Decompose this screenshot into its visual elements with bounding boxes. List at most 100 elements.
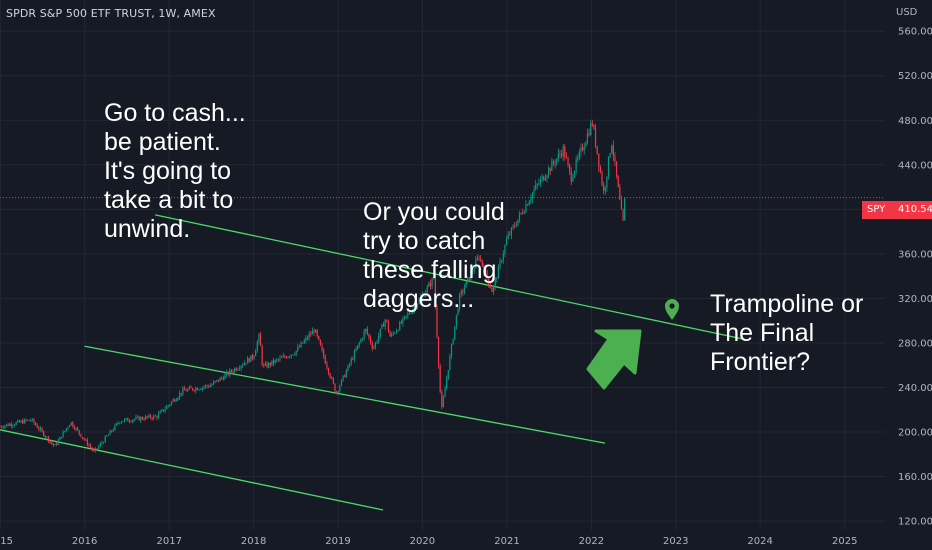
- candle: [450, 343, 453, 359]
- candle-body: [444, 388, 446, 398]
- candle-body: [489, 284, 491, 289]
- candle-body: [120, 421, 122, 423]
- candle: [59, 436, 61, 441]
- candle: [546, 174, 548, 183]
- candle-body: [46, 436, 48, 438]
- candle-body: [433, 278, 435, 280]
- candle: [187, 388, 189, 392]
- candle-body: [162, 409, 165, 412]
- candle: [85, 438, 87, 441]
- candle: [378, 332, 380, 344]
- candle: [412, 308, 414, 315]
- candle-body: [303, 340, 305, 344]
- candle: [365, 328, 367, 335]
- candle-body: [62, 431, 64, 438]
- candle-body: [384, 319, 386, 327]
- candle: [298, 344, 300, 348]
- candle: [93, 448, 95, 452]
- candle: [73, 424, 76, 431]
- candle: [174, 398, 176, 403]
- candle: [425, 289, 427, 298]
- time-tick-label: 2020: [410, 536, 435, 547]
- candle-body: [361, 338, 364, 340]
- candle-body: [387, 321, 390, 332]
- candle-body: [306, 337, 309, 339]
- candle: [455, 314, 457, 330]
- candle-body: [170, 401, 173, 405]
- candle-body: [619, 187, 621, 200]
- candle: [323, 348, 325, 359]
- candle: [324, 354, 326, 365]
- candle: [23, 418, 25, 425]
- candle-body: [497, 266, 500, 279]
- candle: [91, 446, 93, 452]
- candle: [238, 365, 241, 372]
- candle: [431, 276, 433, 290]
- candle-body: [35, 422, 37, 426]
- candle: [107, 433, 110, 436]
- candle: [62, 429, 64, 438]
- candle: [342, 375, 344, 383]
- candle-body: [198, 389, 200, 391]
- candle: [22, 418, 24, 425]
- price-tick-label: 360.00: [898, 249, 932, 260]
- candle: [284, 354, 286, 359]
- candle: [326, 361, 328, 371]
- candle: [526, 203, 529, 206]
- candle: [266, 361, 268, 369]
- candle-body: [54, 444, 56, 446]
- candle-body: [214, 381, 216, 382]
- candle: [13, 423, 16, 427]
- candle-body: [423, 294, 425, 297]
- candle-body: [157, 413, 160, 418]
- candle-body: [4, 425, 6, 428]
- candle-body: [293, 354, 296, 356]
- candle: [264, 360, 267, 367]
- candle-body: [217, 379, 220, 382]
- candle-body: [224, 374, 226, 380]
- candle: [386, 319, 388, 323]
- candle-body: [161, 409, 163, 412]
- candle: [272, 357, 275, 367]
- candle: [65, 428, 67, 432]
- candle: [94, 447, 97, 453]
- candle-body: [323, 349, 325, 357]
- candle-body: [26, 419, 29, 421]
- candle-body: [78, 430, 80, 434]
- candle-body: [397, 330, 399, 332]
- candle-body: [318, 335, 320, 340]
- candle-body: [425, 292, 427, 297]
- candle: [423, 292, 425, 298]
- candle-body: [599, 166, 602, 173]
- time-tick-label: 2025: [832, 536, 857, 547]
- candle: [268, 361, 270, 369]
- candle: [313, 328, 315, 337]
- candle: [1, 425, 3, 429]
- candle-body: [583, 146, 585, 151]
- candle-body: [153, 415, 155, 419]
- price-tick-label: 280.00: [898, 338, 932, 349]
- candle: [564, 144, 566, 161]
- candle-body: [607, 156, 610, 177]
- price-axis[interactable]: USD 120.00 160.00 200.00 240.00 280.00 320.00 3…: [896, 7, 932, 528]
- candle: [112, 428, 114, 432]
- candle: [140, 415, 142, 423]
- candle-body: [336, 391, 338, 393]
- trendline: [84, 345, 606, 444]
- candle: [133, 418, 135, 422]
- candle: [169, 403, 171, 407]
- candle: [590, 119, 592, 136]
- candle: [289, 355, 291, 359]
- candle: [114, 423, 116, 431]
- candle: [36, 423, 38, 429]
- candle: [457, 306, 459, 316]
- candle-body: [520, 212, 522, 214]
- candle: [279, 355, 281, 362]
- candle: [336, 390, 338, 395]
- candle-body: [200, 389, 202, 391]
- time-axis[interactable]: 2015 2016 2017 2018 2019 2020 2021 2022 2023 2024…: [0, 536, 857, 547]
- candle-body: [590, 123, 592, 135]
- time-tick-label: 2023: [663, 536, 688, 547]
- candle-body: [68, 425, 71, 428]
- candle-body: [12, 425, 14, 427]
